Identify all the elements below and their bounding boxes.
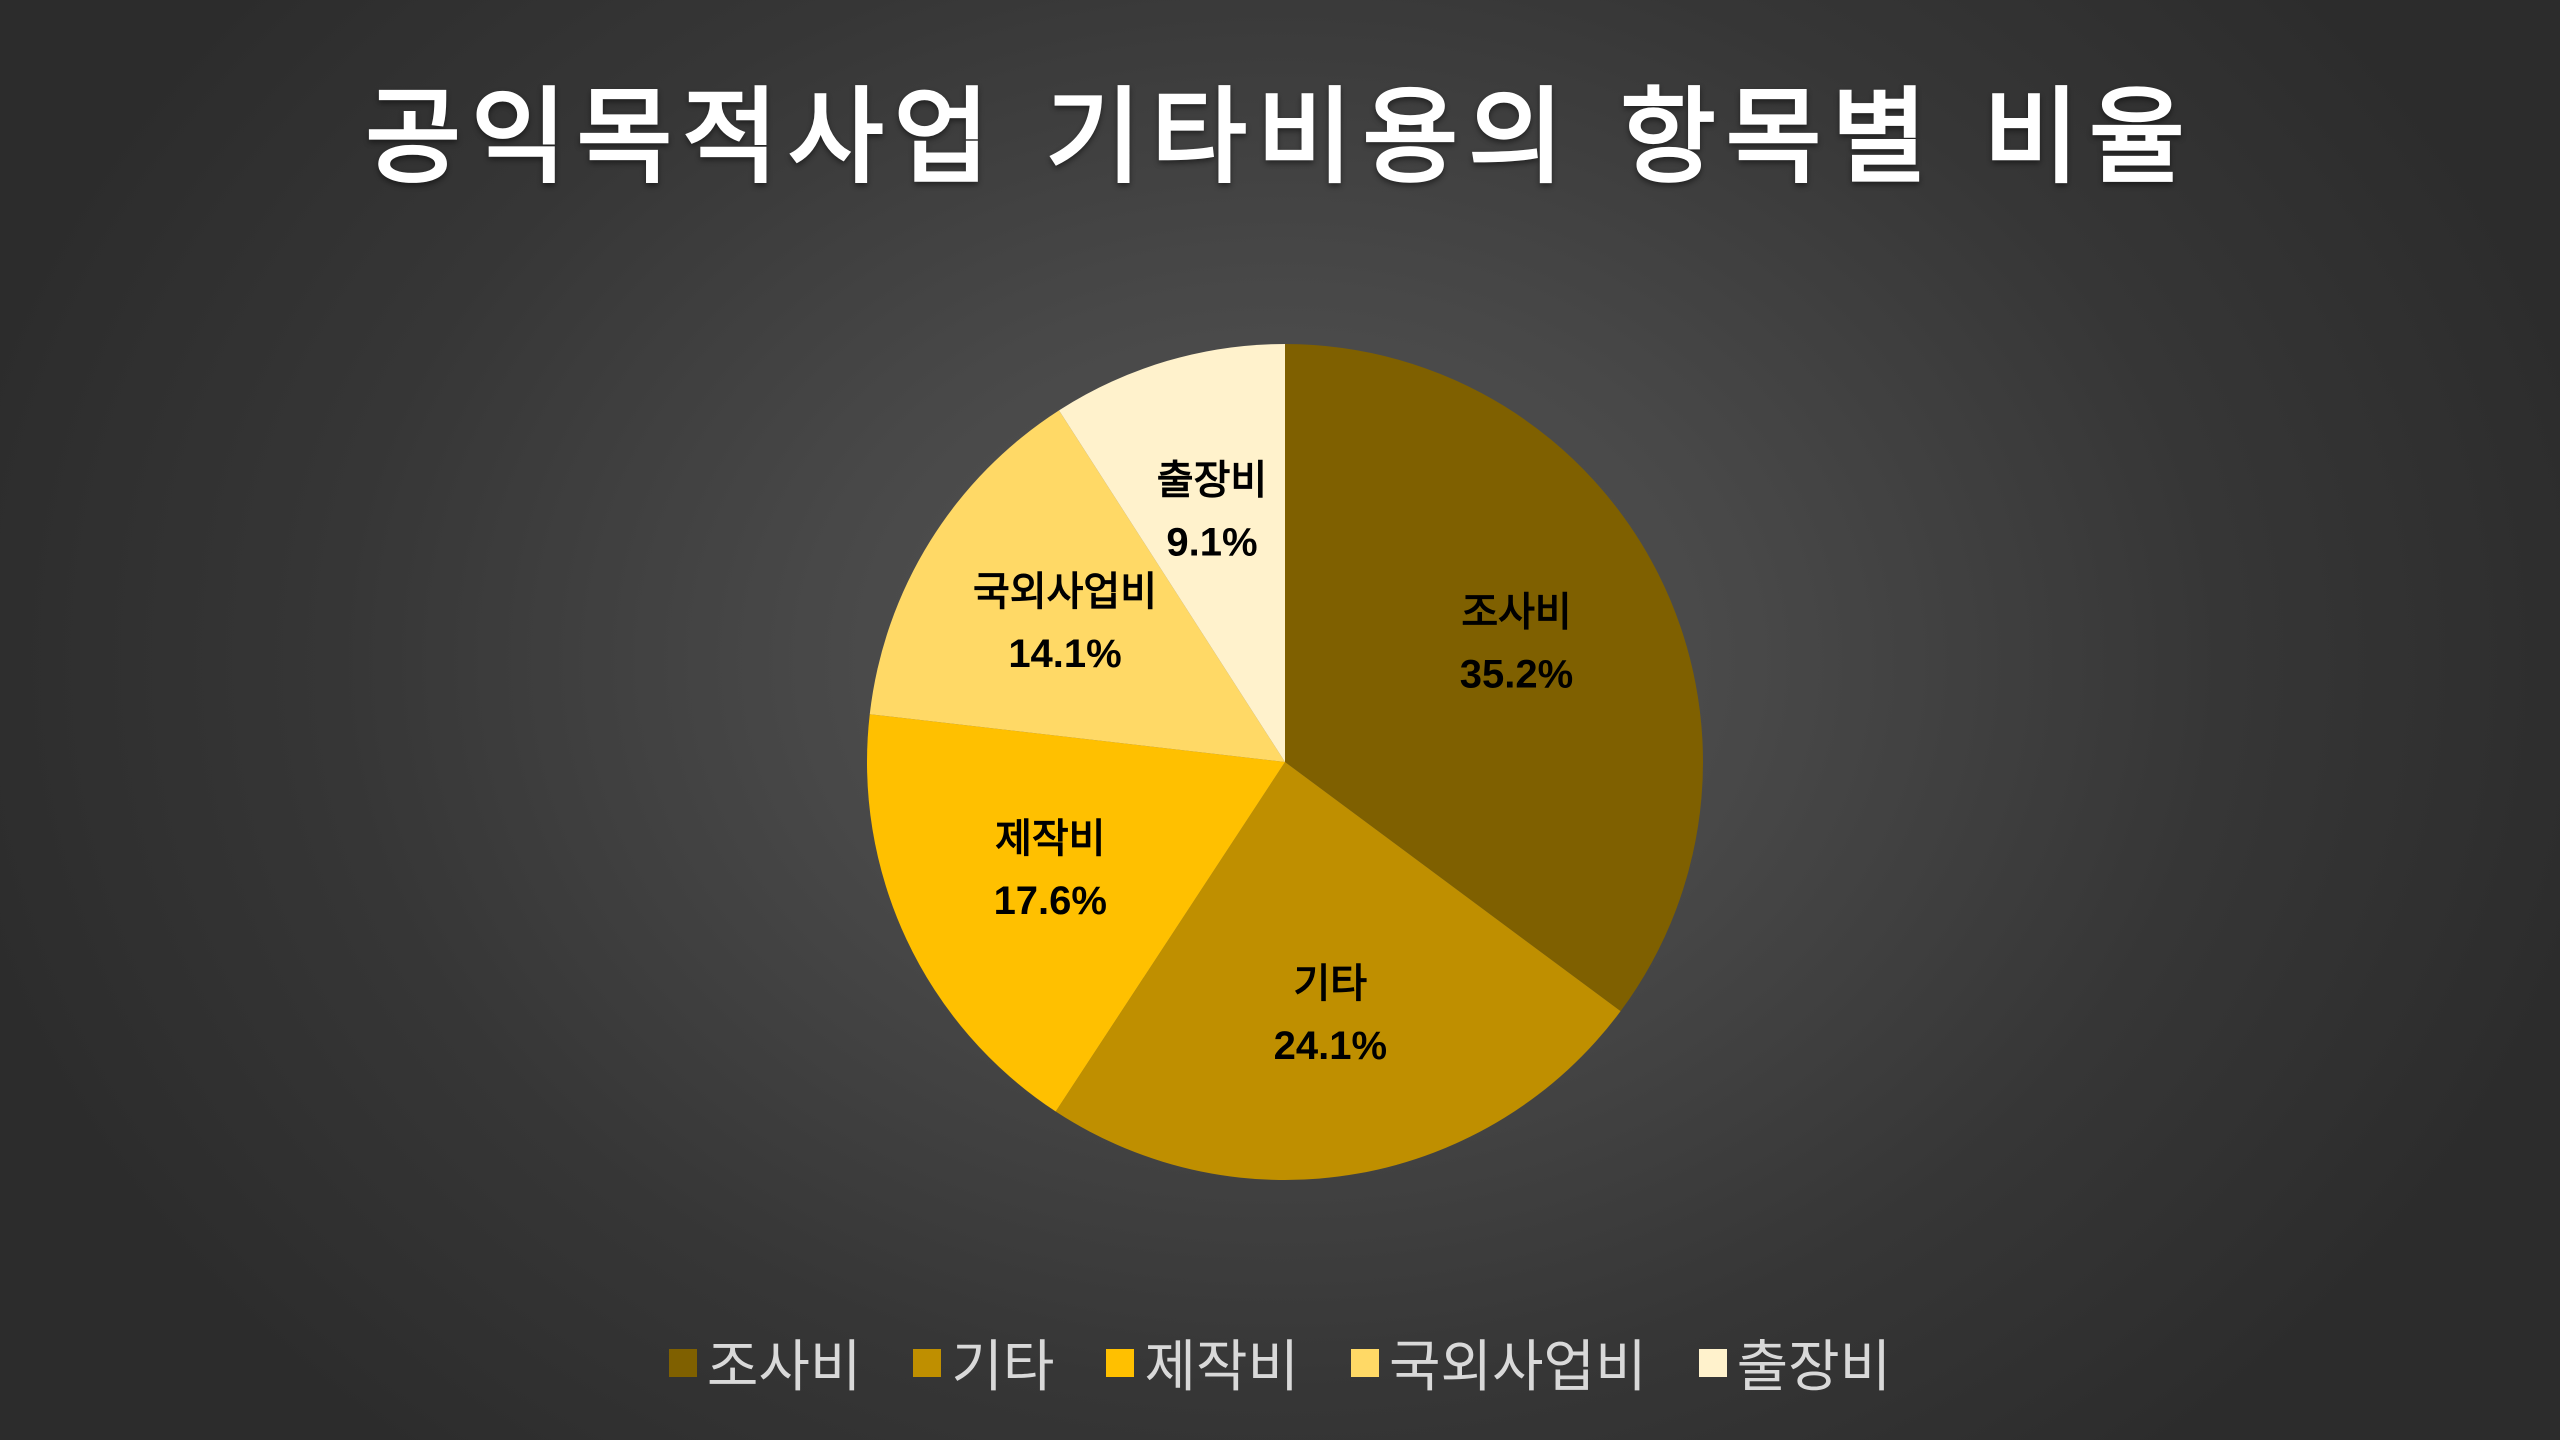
chart-title: 공익목적사업 기타비용의 항목별 비율 (365, 76, 2195, 198)
pie-slice-2 (1055, 762, 1621, 1180)
data-label-value: 35.2% (1460, 653, 1573, 697)
legend-item: 조사비 (668, 1322, 862, 1403)
legend-label: 국외사업비 (1389, 1335, 1647, 1400)
data-label-value: 14.1% (1008, 632, 1121, 676)
data-label-value: 24.1% (1274, 1024, 1387, 1068)
legend-swatch (1351, 1348, 1379, 1377)
pie-slice-3 (866, 714, 1285, 1112)
legend-item: 기타 (913, 1322, 1054, 1403)
data-label-category: 조사비 (1461, 590, 1571, 636)
legend-swatch (913, 1348, 942, 1377)
legend-item: 제작비 (1106, 1322, 1299, 1403)
data-label-category: 제작비 (995, 816, 1105, 862)
pie-slices (866, 344, 1703, 1180)
pie-slice-4 (869, 410, 1285, 762)
legend-swatch (668, 1348, 697, 1377)
legend-swatch (1698, 1348, 1727, 1377)
legend-label: 출장비 (1736, 1335, 1892, 1400)
chart-legend: 조사비 기타 제작비 국외사업비 출장비 (0, 1322, 2560, 1403)
legend-label: 제작비 (1144, 1335, 1299, 1400)
data-label-value: 9.1% (1166, 520, 1257, 564)
data-label-category: 기타 (1294, 961, 1368, 1007)
legend-label: 조사비 (706, 1335, 862, 1400)
data-label-value: 17.6% (994, 879, 1107, 923)
pie-slice-5 (1059, 344, 1285, 762)
pie-slice-1 (1285, 344, 1703, 1012)
pie-data-labels: 조사비 35.2% 기타 24.1% 제작비 17.6% 국외사업비 14.1% 출장비 9.1% (973, 457, 1573, 1068)
legend-item: 출장비 (1698, 1322, 1892, 1403)
data-label-category: 국외사업비 (973, 569, 1157, 615)
legend-item: 국외사업비 (1351, 1322, 1647, 1403)
legend-swatch (1106, 1348, 1135, 1377)
data-label-category: 출장비 (1157, 457, 1267, 503)
legend-label: 기타 (951, 1335, 1055, 1400)
